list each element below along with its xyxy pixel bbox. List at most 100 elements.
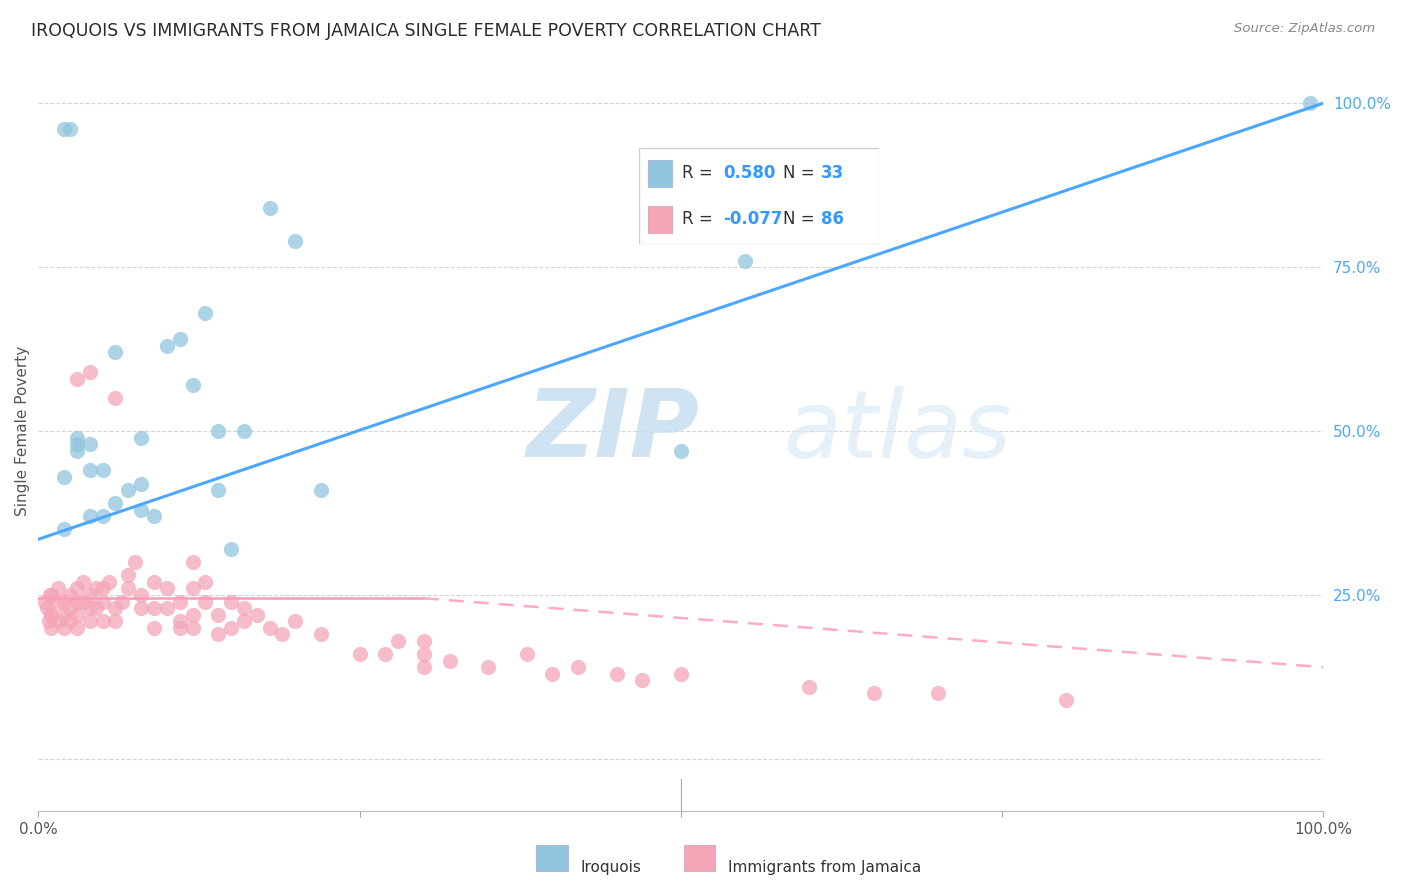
Point <box>104 601 127 615</box>
Point <box>541 666 564 681</box>
Point <box>84 582 107 596</box>
Point <box>669 666 692 681</box>
Point <box>79 365 101 379</box>
Point <box>669 443 692 458</box>
Point <box>79 509 101 524</box>
Point <box>143 601 166 615</box>
Point <box>309 627 332 641</box>
Point <box>412 660 434 674</box>
Point <box>169 614 191 628</box>
Point <box>72 574 94 589</box>
Point <box>156 601 179 615</box>
Point <box>412 647 434 661</box>
Point <box>129 431 152 445</box>
Point <box>271 627 294 641</box>
Text: Iroquois: Iroquois <box>581 860 641 874</box>
Point <box>111 594 134 608</box>
Text: R =: R = <box>682 164 713 182</box>
Point <box>232 614 254 628</box>
Point <box>631 673 654 688</box>
Point <box>232 601 254 615</box>
Point <box>219 542 242 557</box>
Point <box>117 568 139 582</box>
Point <box>181 621 204 635</box>
Point <box>219 594 242 608</box>
Point <box>156 582 179 596</box>
Point <box>66 582 89 596</box>
Point <box>39 607 62 622</box>
Point <box>927 686 949 700</box>
Point <box>606 666 628 681</box>
Point <box>232 424 254 438</box>
Point <box>862 686 884 700</box>
Text: atlas: atlas <box>783 385 1012 476</box>
Point <box>143 621 166 635</box>
Point <box>38 588 60 602</box>
Point <box>117 582 139 596</box>
Point <box>1299 96 1322 111</box>
Bar <box>648 160 672 186</box>
Point <box>181 582 204 596</box>
Point <box>79 463 101 477</box>
Point <box>53 470 76 484</box>
Point <box>66 443 89 458</box>
Point <box>169 332 191 346</box>
Point <box>37 601 59 615</box>
Point <box>143 509 166 524</box>
Point <box>46 614 69 628</box>
Point <box>53 607 76 622</box>
Point <box>259 621 281 635</box>
Point <box>66 437 89 451</box>
Point <box>156 339 179 353</box>
Point <box>66 594 89 608</box>
Text: N =: N = <box>783 164 814 182</box>
Point <box>799 680 821 694</box>
Point <box>207 424 229 438</box>
Point <box>91 509 114 524</box>
Point <box>259 201 281 215</box>
Point <box>72 594 94 608</box>
Text: Immigrants from Jamaica: Immigrants from Jamaica <box>728 860 921 874</box>
Point <box>104 391 127 405</box>
Point <box>66 621 89 635</box>
Point <box>117 483 139 497</box>
Point <box>104 614 127 628</box>
Point <box>91 463 114 477</box>
Point <box>91 594 114 608</box>
Point <box>207 627 229 641</box>
Point <box>516 647 538 661</box>
Point <box>129 502 152 516</box>
Point <box>39 607 62 622</box>
Point <box>59 122 82 136</box>
Point <box>181 378 204 392</box>
Point <box>46 582 69 596</box>
Point <box>129 476 152 491</box>
Point <box>181 555 204 569</box>
Text: -0.077: -0.077 <box>723 210 782 228</box>
Point <box>143 574 166 589</box>
Point <box>567 660 589 674</box>
Point <box>284 234 307 248</box>
Point <box>79 614 101 628</box>
Point <box>39 588 62 602</box>
Point <box>246 607 269 622</box>
Point <box>129 588 152 602</box>
Point <box>169 594 191 608</box>
Point <box>439 654 461 668</box>
Bar <box>648 206 672 233</box>
Point <box>477 660 499 674</box>
Point <box>34 594 56 608</box>
Point <box>207 607 229 622</box>
Text: Source: ZipAtlas.com: Source: ZipAtlas.com <box>1234 22 1375 36</box>
Point <box>53 594 76 608</box>
Point <box>79 601 101 615</box>
Point <box>129 601 152 615</box>
Text: IROQUOIS VS IMMIGRANTS FROM JAMAICA SINGLE FEMALE POVERTY CORRELATION CHART: IROQUOIS VS IMMIGRANTS FROM JAMAICA SING… <box>31 22 821 40</box>
Y-axis label: Single Female Poverty: Single Female Poverty <box>15 346 30 516</box>
Point <box>91 614 114 628</box>
Point <box>38 614 60 628</box>
Text: ZIP: ZIP <box>527 385 700 477</box>
Text: 0.580: 0.580 <box>723 164 775 182</box>
Point <box>124 555 146 569</box>
Point <box>734 253 756 268</box>
